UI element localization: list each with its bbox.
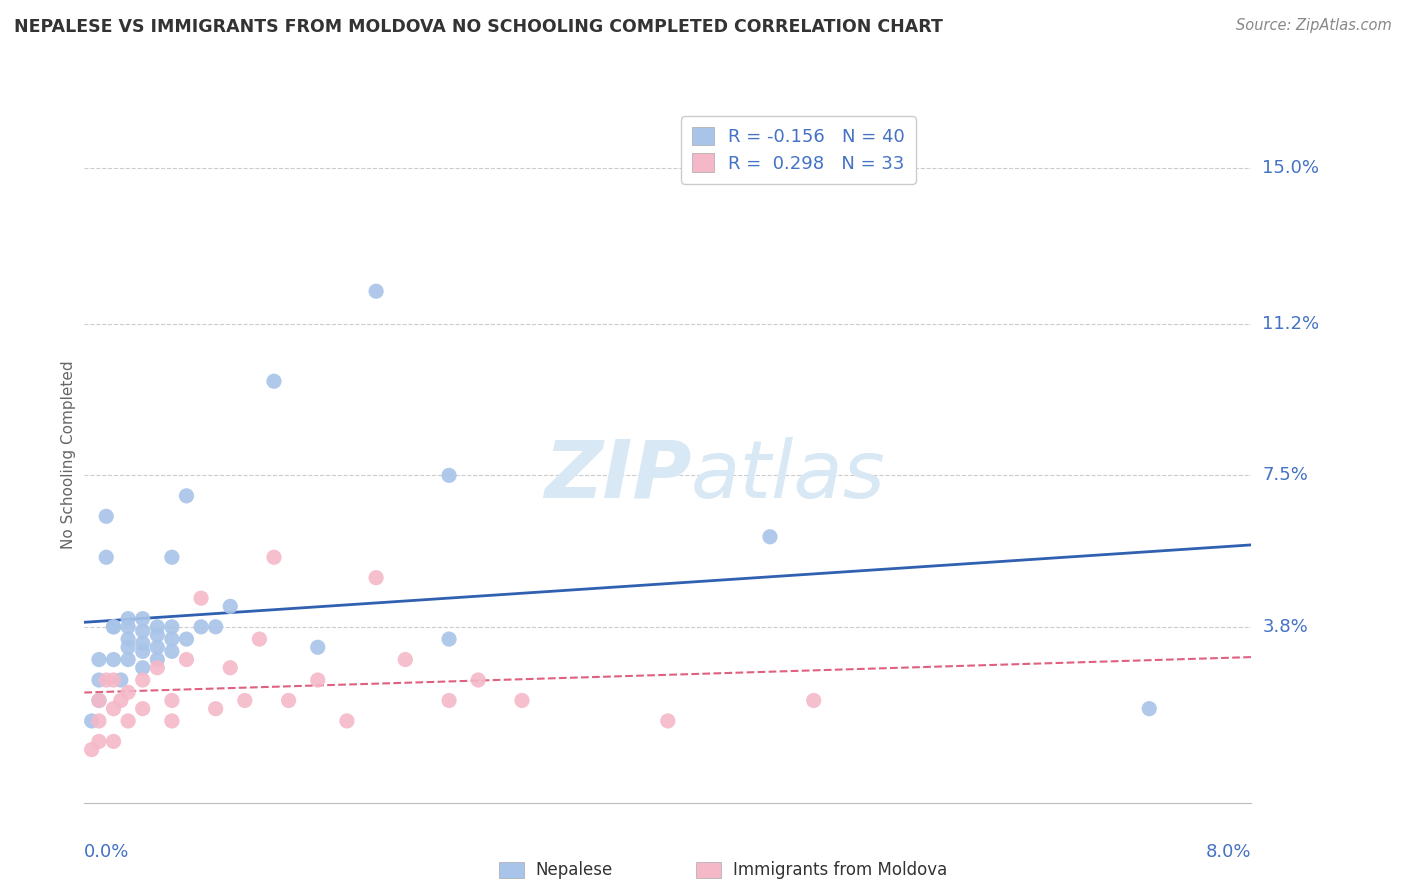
Point <box>219 661 242 675</box>
Text: Nepalese: Nepalese <box>536 861 613 879</box>
Point <box>233 693 256 707</box>
Point <box>146 628 169 642</box>
Point <box>132 661 155 675</box>
Point <box>437 632 460 646</box>
Point <box>132 673 155 687</box>
Point <box>146 652 169 666</box>
Point <box>117 620 139 634</box>
Point <box>103 620 125 634</box>
Point <box>87 652 110 666</box>
Point <box>80 714 103 728</box>
Text: 15.0%: 15.0% <box>1263 160 1319 178</box>
Point <box>87 714 110 728</box>
Point <box>467 673 489 687</box>
Point <box>176 652 198 666</box>
Point <box>247 632 270 646</box>
Point <box>277 693 299 707</box>
Point <box>87 693 110 707</box>
Point <box>366 571 388 585</box>
Point <box>117 612 139 626</box>
Point <box>263 374 285 388</box>
Point <box>176 489 198 503</box>
Point <box>190 591 212 606</box>
Point <box>132 644 155 658</box>
Text: 8.0%: 8.0% <box>1206 843 1251 861</box>
Point <box>160 693 183 707</box>
Point <box>117 714 139 728</box>
Point <box>1137 701 1160 715</box>
Point <box>366 284 388 298</box>
Point <box>103 734 125 748</box>
Point <box>437 693 460 707</box>
Point <box>103 701 125 715</box>
Point <box>87 673 110 687</box>
Point <box>117 685 139 699</box>
Point <box>336 714 359 728</box>
Point <box>96 509 118 524</box>
Point <box>307 673 329 687</box>
Text: 11.2%: 11.2% <box>1263 315 1320 333</box>
Text: 0.0%: 0.0% <box>84 843 129 861</box>
Point <box>510 693 533 707</box>
Point <box>96 673 118 687</box>
Text: atlas: atlas <box>692 437 886 515</box>
Text: ZIP: ZIP <box>544 437 692 515</box>
Point <box>657 714 679 728</box>
Point <box>146 620 169 634</box>
Point <box>117 632 139 646</box>
Point <box>146 640 169 655</box>
Point <box>160 632 183 646</box>
Point <box>80 742 103 756</box>
Point <box>132 612 155 626</box>
Point <box>132 636 155 650</box>
Text: NEPALESE VS IMMIGRANTS FROM MOLDOVA NO SCHOOLING COMPLETED CORRELATION CHART: NEPALESE VS IMMIGRANTS FROM MOLDOVA NO S… <box>14 18 943 36</box>
Y-axis label: No Schooling Completed: No Schooling Completed <box>60 360 76 549</box>
Point <box>103 652 125 666</box>
Point <box>103 620 125 634</box>
Text: 7.5%: 7.5% <box>1263 467 1309 484</box>
Point <box>437 468 460 483</box>
Text: Immigrants from Moldova: Immigrants from Moldova <box>733 861 946 879</box>
Point <box>394 652 416 666</box>
Point <box>263 550 285 565</box>
Point <box>160 620 183 634</box>
Point <box>176 632 198 646</box>
Point <box>110 673 132 687</box>
Point <box>110 693 132 707</box>
Point <box>117 640 139 655</box>
Point <box>87 693 110 707</box>
Point <box>160 644 183 658</box>
Point <box>160 550 183 565</box>
Point <box>146 661 169 675</box>
Legend: R = -0.156   N = 40, R =  0.298   N = 33: R = -0.156 N = 40, R = 0.298 N = 33 <box>681 116 915 184</box>
Point <box>87 734 110 748</box>
Point <box>204 701 226 715</box>
Point <box>803 693 825 707</box>
Text: 3.8%: 3.8% <box>1263 618 1308 636</box>
Point <box>132 624 155 638</box>
Point <box>117 652 139 666</box>
Point <box>96 550 118 565</box>
Point <box>132 701 155 715</box>
Point <box>307 640 329 655</box>
Point <box>103 673 125 687</box>
Text: Source: ZipAtlas.com: Source: ZipAtlas.com <box>1236 18 1392 33</box>
Point <box>204 620 226 634</box>
Point <box>160 714 183 728</box>
Point <box>759 530 782 544</box>
Point <box>190 620 212 634</box>
Point <box>219 599 242 614</box>
